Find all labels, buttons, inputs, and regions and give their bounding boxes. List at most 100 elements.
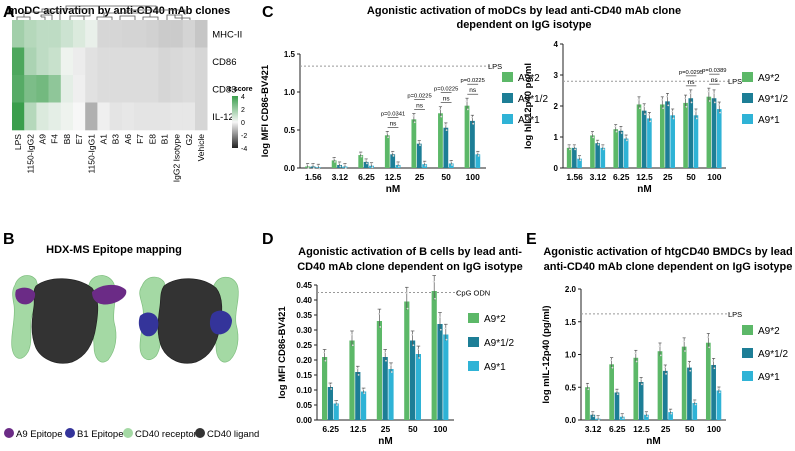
data-point bbox=[684, 97, 686, 100]
data-point bbox=[444, 327, 447, 330]
data-point bbox=[638, 107, 641, 110]
sig-ns: ns bbox=[443, 96, 451, 103]
heatmap-cell bbox=[121, 20, 135, 48]
bar-A9*1/2 bbox=[410, 340, 416, 420]
heatmap-cell bbox=[146, 102, 159, 131]
cd40-ligand bbox=[31, 278, 99, 364]
data-point bbox=[567, 145, 570, 147]
heatmap-cell bbox=[73, 20, 86, 48]
y-tick-label: 0.0 bbox=[565, 416, 577, 425]
heatmap-col-label: E8 bbox=[147, 134, 157, 145]
y-tick-label: 1.0 bbox=[565, 351, 577, 360]
data-point bbox=[637, 98, 640, 101]
data-point bbox=[712, 92, 715, 95]
data-point bbox=[413, 121, 416, 124]
x-tick-label: 100 bbox=[433, 424, 447, 434]
data-point bbox=[477, 154, 480, 157]
heatmap-cell bbox=[158, 102, 171, 131]
x-tick-label: 1.56 bbox=[566, 172, 583, 182]
data-point bbox=[579, 159, 582, 162]
legend-swatch bbox=[502, 72, 513, 82]
panel-letter-e: E bbox=[526, 231, 537, 248]
x-tick-label: 6.25 bbox=[613, 172, 630, 182]
heatmap-cell bbox=[195, 75, 208, 103]
legend-swatch bbox=[468, 337, 479, 347]
heatmap-row-label: CD83 bbox=[212, 84, 236, 95]
heatmap-cell bbox=[170, 47, 184, 76]
scale-tick: -2 bbox=[241, 133, 247, 140]
data-point bbox=[644, 113, 646, 115]
data-point bbox=[364, 159, 367, 162]
data-point bbox=[339, 165, 342, 168]
data-point bbox=[405, 292, 408, 294]
heatmap-cell bbox=[109, 20, 123, 48]
data-point bbox=[424, 164, 427, 167]
bar-A9*2 bbox=[431, 291, 437, 420]
x-tick-label: 100 bbox=[707, 172, 721, 182]
data-point bbox=[476, 151, 479, 154]
reference-label: LPS bbox=[728, 310, 742, 319]
a9-epitope-left bbox=[15, 287, 36, 305]
data-point bbox=[684, 350, 686, 352]
heatmap-cell bbox=[12, 47, 25, 76]
data-point bbox=[472, 122, 475, 125]
heatmap-cell bbox=[60, 102, 74, 131]
data-point bbox=[624, 135, 627, 138]
legend-a9-label: A9 Epitope bbox=[16, 429, 62, 440]
x-tick-label: 3.12 bbox=[332, 172, 349, 182]
data-point bbox=[383, 351, 386, 354]
y-tick-label: 0.5 bbox=[565, 383, 577, 392]
data-point bbox=[366, 162, 368, 165]
data-point bbox=[671, 110, 673, 113]
bar-A9*1 bbox=[443, 334, 449, 420]
data-point bbox=[610, 359, 612, 362]
data-point bbox=[620, 132, 623, 134]
legend-label: A9*1/2 bbox=[758, 349, 788, 360]
data-point bbox=[344, 167, 347, 169]
y-tick-label: 0.20 bbox=[296, 356, 312, 365]
heatmap-cell bbox=[97, 20, 110, 48]
data-point bbox=[343, 163, 346, 166]
heatmap-cell bbox=[36, 20, 49, 48]
data-point bbox=[649, 120, 652, 123]
bar-A9*2 bbox=[438, 113, 443, 168]
data-point bbox=[615, 130, 618, 133]
heatmap-cell bbox=[182, 102, 196, 131]
x-tick-label: 50 bbox=[686, 172, 696, 182]
reference-label: LPS bbox=[488, 62, 502, 71]
heatmap-cell bbox=[12, 20, 25, 48]
data-point bbox=[622, 417, 624, 420]
data-point bbox=[713, 101, 716, 104]
data-point bbox=[351, 344, 354, 347]
panel-e-title-line1: Agonistic activation of htgCD40 BMDCs by… bbox=[543, 246, 792, 258]
legend-swatch bbox=[468, 313, 479, 323]
data-point bbox=[412, 344, 415, 347]
bar-A9*2 bbox=[404, 301, 410, 420]
data-point bbox=[708, 100, 711, 102]
heatmap-cell bbox=[109, 102, 123, 131]
data-point bbox=[370, 163, 372, 165]
panel-c-title-line2: dependent on IgG isotype bbox=[456, 19, 591, 31]
data-point bbox=[569, 148, 571, 151]
data-point bbox=[412, 114, 415, 117]
b1-epitope-right bbox=[209, 310, 232, 335]
heatmap-cell bbox=[24, 47, 37, 76]
data-point bbox=[685, 105, 688, 108]
data-point bbox=[634, 352, 637, 355]
y-tick-label: 0.00 bbox=[296, 416, 312, 425]
y-tick-label: 0.35 bbox=[296, 311, 312, 320]
heatmap-col-label: G2 bbox=[184, 134, 194, 146]
y-tick-label: 0.0 bbox=[284, 164, 296, 173]
data-point bbox=[719, 111, 721, 114]
data-point bbox=[350, 333, 353, 336]
x-tick-label: 3.12 bbox=[590, 172, 607, 182]
heatmap-cell bbox=[146, 20, 159, 48]
x-axis-label: nM bbox=[637, 184, 651, 195]
heatmap-cell bbox=[48, 75, 62, 103]
x-tick-label: 6.25 bbox=[322, 424, 339, 434]
legend-label: A9*1 bbox=[758, 372, 780, 383]
bar-A9*1 bbox=[647, 118, 652, 168]
bar-A9*2 bbox=[636, 104, 642, 168]
data-point bbox=[423, 161, 425, 164]
